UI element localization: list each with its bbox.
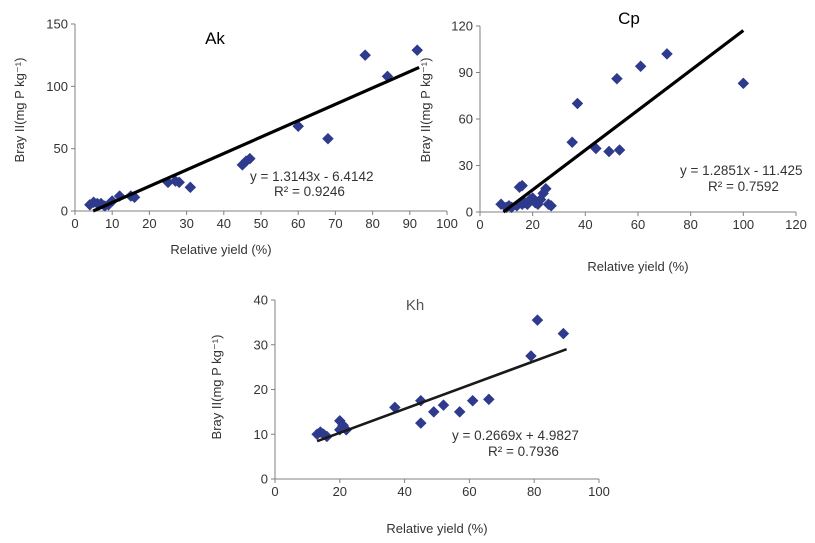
data-point: [322, 132, 334, 145]
data-point: [466, 394, 479, 407]
chart-ak: Ak Bray II(mg P kg⁻¹) Relative yield (%)…: [12, 17, 458, 258]
data-point: [737, 77, 750, 90]
y-tick-label: 100: [46, 79, 68, 94]
data-point: [437, 399, 450, 412]
y-axis-label: Bray II(mg P kg⁻¹): [209, 335, 224, 440]
y-tick-label: 40: [254, 293, 268, 308]
y-tick-label: 30: [254, 337, 268, 352]
data-point: [414, 417, 427, 429]
data-point: [173, 176, 186, 189]
y-tick-label: 20: [254, 382, 268, 397]
trendline: [502, 29, 745, 214]
x-tick-label: 60: [291, 216, 305, 231]
y-axis-label: Bray II(mg P kg⁻¹): [418, 58, 433, 163]
data-point: [566, 136, 579, 149]
y-tick-label: 90: [459, 65, 473, 80]
x-tick-label: 100: [732, 217, 754, 232]
x-axis-label: Relative yield (%): [170, 242, 271, 257]
data-point: [613, 144, 626, 156]
trendline-equation: y = 1.3143x - 6.4142: [250, 169, 373, 184]
y-tick-label: 60: [459, 112, 473, 127]
data-point: [661, 48, 673, 60]
x-tick-label: 120: [785, 217, 807, 232]
data-point: [611, 72, 623, 85]
data-point: [411, 44, 424, 57]
y-tick-label: 0: [261, 472, 268, 487]
trendline: [316, 347, 568, 443]
x-axis-label: Relative yield (%): [587, 259, 688, 274]
x-tick-label: 40: [578, 217, 592, 232]
chart-kh: Kh Bray II(mg P kg⁻¹) Relative yield (%)…: [209, 293, 610, 537]
trendline: [92, 65, 420, 213]
data-point: [516, 179, 528, 192]
chart-title: Ak: [205, 29, 225, 48]
x-tick-label: 0: [271, 484, 278, 499]
x-tick-label: 30: [179, 216, 193, 231]
chart-title: Cp: [618, 9, 640, 28]
trendline-equation: y = 0.2669x + 4.9827: [452, 428, 579, 443]
x-tick-label: 50: [254, 216, 268, 231]
x-tick-label: 20: [525, 217, 539, 232]
x-tick-label: 0: [476, 217, 483, 232]
x-tick-label: 80: [365, 216, 379, 231]
x-tick-label: 80: [527, 484, 541, 499]
data-point: [603, 145, 615, 158]
x-tick-label: 0: [71, 216, 78, 231]
x-tick-label: 20: [142, 216, 156, 231]
x-tick-label: 40: [397, 484, 411, 499]
x-tick-label: 10: [105, 216, 119, 231]
x-tick-label: 80: [683, 217, 697, 232]
data-point: [453, 406, 466, 418]
data-point: [359, 49, 372, 62]
data-point: [545, 199, 557, 212]
x-tick-label: 40: [217, 216, 231, 231]
data-point: [571, 97, 584, 110]
data-point: [243, 152, 256, 165]
r-squared: R² = 0.9246: [274, 184, 345, 199]
y-axis-label: Bray II(mg P kg⁻¹): [12, 58, 27, 163]
x-tick-label: 60: [462, 484, 476, 499]
x-tick-label: 60: [631, 217, 645, 232]
x-tick-label: 100: [436, 216, 458, 231]
y-tick-label: 150: [46, 17, 68, 32]
y-tick-label: 10: [254, 427, 268, 442]
data-point: [531, 314, 544, 326]
trendline-equation: y = 1.2851x - 11.425: [680, 163, 802, 178]
x-tick-label: 90: [403, 216, 417, 231]
data-point: [427, 406, 440, 418]
x-axis-label: Relative yield (%): [386, 521, 487, 536]
data-point: [557, 327, 570, 340]
y-tick-label: 0: [61, 204, 68, 219]
data-point: [539, 182, 552, 195]
y-tick-label: 50: [54, 141, 68, 156]
x-tick-label: 70: [328, 216, 342, 231]
x-tick-label: 100: [588, 484, 610, 499]
r-squared: R² = 0.7936: [488, 444, 559, 459]
data-point: [184, 181, 197, 194]
y-tick-label: 30: [459, 158, 473, 173]
data-point: [634, 60, 647, 73]
data-point: [482, 393, 495, 406]
chart-cp: Cp Bray II(mg P kg⁻¹) Relative yield (%)…: [418, 9, 807, 274]
chart-title: Kh: [406, 297, 424, 314]
r-squared: R² = 0.7592: [708, 179, 779, 194]
y-tick-label: 120: [451, 19, 473, 34]
y-tick-label: 0: [466, 205, 473, 220]
x-tick-label: 20: [333, 484, 347, 499]
